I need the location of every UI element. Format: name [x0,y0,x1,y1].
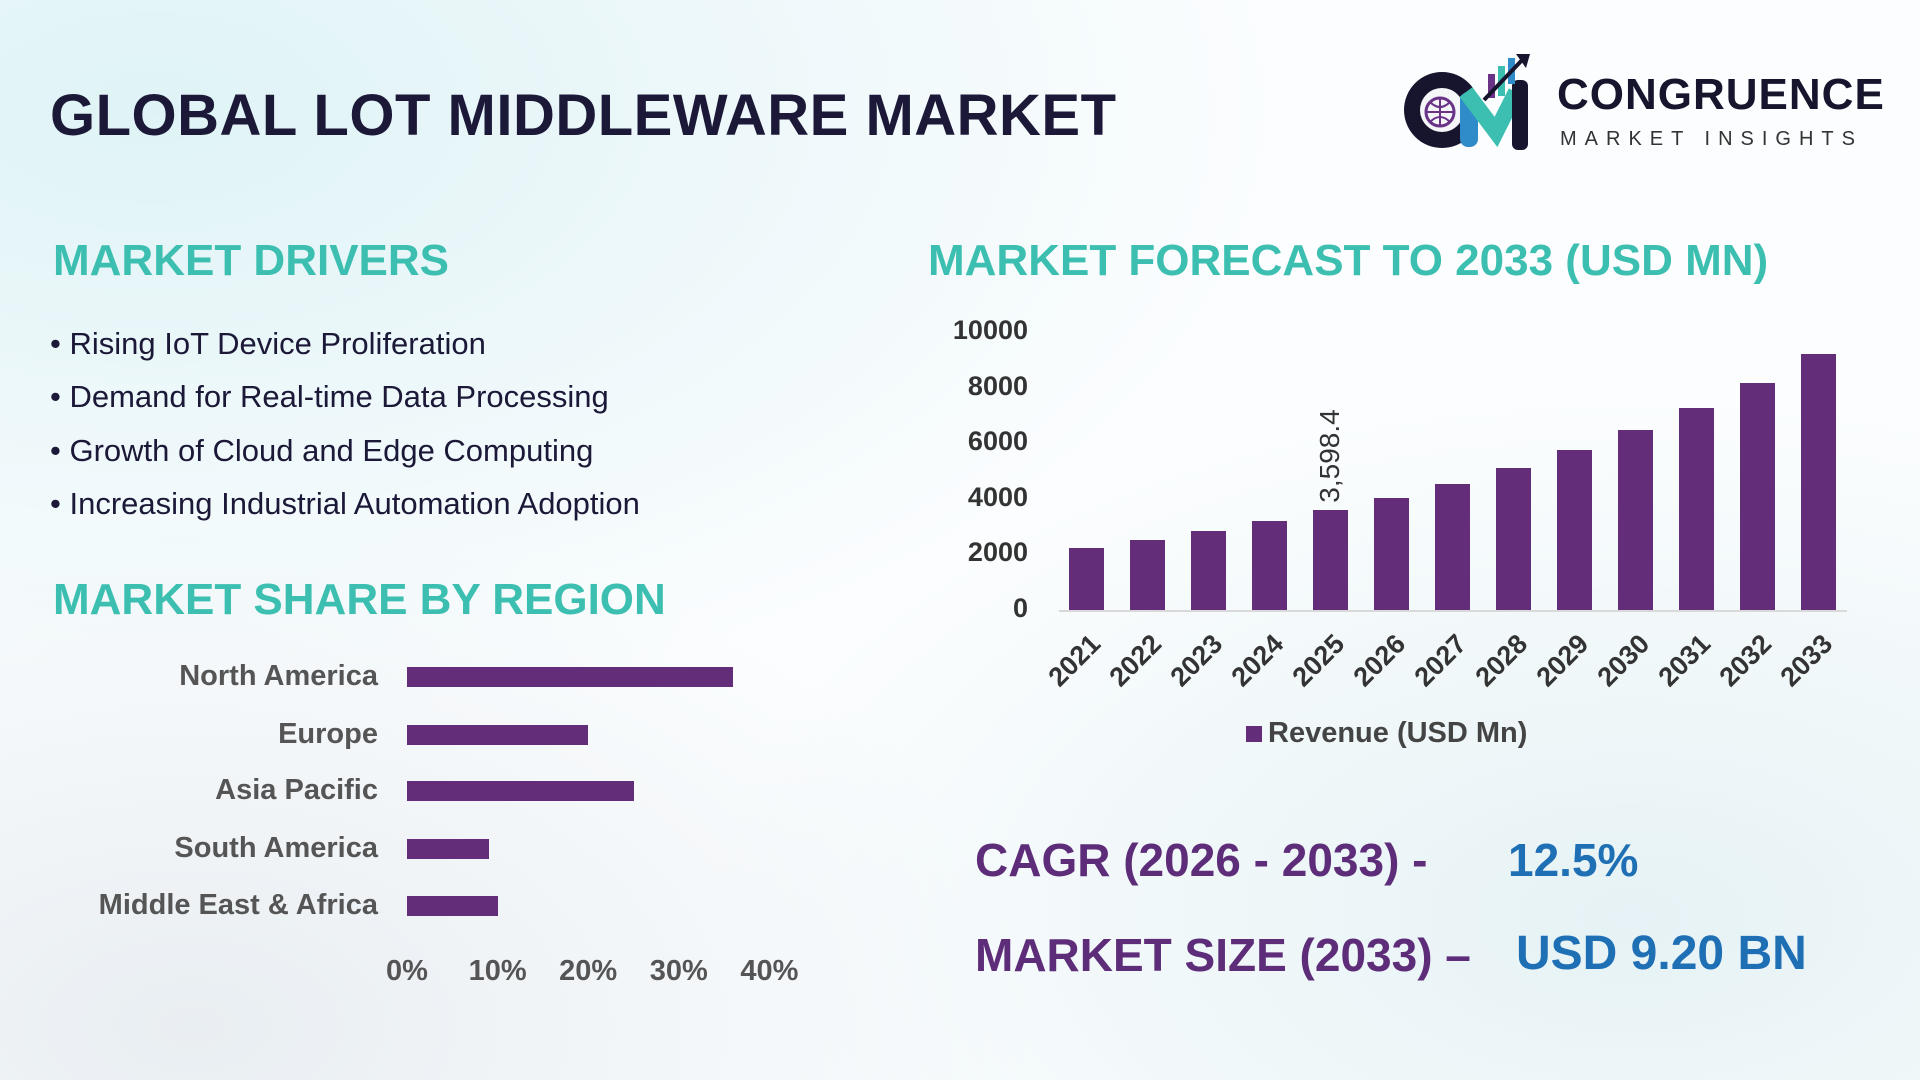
region-label: Middle East & Africa [98,889,378,921]
logo-tagline: MARKET INSIGHTS [1560,128,1863,150]
region-label: Asia Pacific [215,774,378,806]
forecast-bar [1495,467,1531,610]
y-tick-label: 6000 [967,426,1028,457]
logo-mark-icon [1404,54,1530,150]
region-label: Europe [278,718,378,750]
region-label: South America [174,832,378,864]
cagr-label: CAGR (2026 - 2033) - [975,834,1428,886]
x-tick-label: 2029 [1530,628,1595,693]
driver-item: • Demand for Real-time Data Processing [50,379,609,414]
forecast-bar [1678,407,1714,610]
x-tick-label: 2025 [1286,628,1351,693]
page-title: GLOBAL LOT MIDDLEWARE MARKET [50,83,1117,148]
driver-item: • Rising IoT Device Proliferation [50,326,486,361]
x-axis-line [1059,610,1847,612]
x-tick-label: 2022 [1103,628,1168,693]
logo: CONGRUENCE MARKET INSIGHTS [1400,52,1884,157]
x-tick-label: 2027 [1408,628,1473,693]
x-tick-label: 30% [649,955,708,987]
forecast-bar [1129,539,1165,610]
region-bar [407,725,589,745]
region-label: North America [179,660,378,692]
driver-item: • Growth of Cloud and Edge Computing [50,433,594,468]
driver-item: • Increasing Industrial Automation Adopt… [50,486,640,521]
y-tick-label: 4000 [967,481,1028,512]
region-bar [407,839,489,859]
cagr-value: 12.5% [1508,834,1639,886]
x-tick-label: 10% [468,955,527,987]
x-tick-label: 2033 [1774,628,1839,693]
x-tick-label: 20% [559,955,618,987]
y-tick-label: 2000 [967,537,1028,568]
data-label: 3,598.4 [1314,409,1345,503]
y-tick-label: 0 [1012,593,1028,623]
x-tick-label: 2021 [1042,628,1107,693]
region-bar [407,667,734,687]
forecast-chart-title: MARKET FORECAST TO 2033 (USD MN) [928,236,1769,285]
x-tick-label: 2028 [1469,628,1534,693]
forecast-bar [1739,382,1775,610]
drivers-heading: MARKET DRIVERS [53,236,450,285]
y-tick-label: 8000 [967,370,1028,401]
legend-swatch [1246,726,1262,742]
forecast-bar [1617,429,1653,610]
region-bar [407,896,498,916]
region-chart-title: MARKET SHARE BY REGION [53,575,666,624]
x-tick-label: 2024 [1225,628,1290,693]
y-tick-label: 10000 [952,315,1028,345]
forecast-bar [1068,548,1104,610]
forecast-bar [1556,449,1592,610]
x-tick-label: 2030 [1591,628,1656,693]
logo-name: CONGRUENCE [1557,70,1885,119]
chart-legend: Revenue (USD Mn) [1246,717,1527,750]
forecast-bar [1312,509,1348,610]
x-tick-label: 2032 [1713,628,1778,693]
x-tick-label: 2031 [1652,628,1717,693]
legend-label: Revenue (USD Mn) [1268,717,1528,749]
x-tick-label: 0% [386,955,428,987]
x-tick-label: 2026 [1347,628,1412,693]
forecast-bar [1190,531,1226,610]
region-bar [407,781,634,801]
forecast-bar [1800,354,1836,610]
market-size-label: MARKET SIZE (2033) – [975,929,1471,981]
market-size-value: USD 9.20 BN [1516,927,1807,980]
x-tick-label: 40% [740,955,799,987]
forecast-bar [1251,521,1287,610]
forecast-bar [1434,484,1470,610]
forecast-bar [1373,497,1409,610]
x-tick-label: 2023 [1164,628,1229,693]
